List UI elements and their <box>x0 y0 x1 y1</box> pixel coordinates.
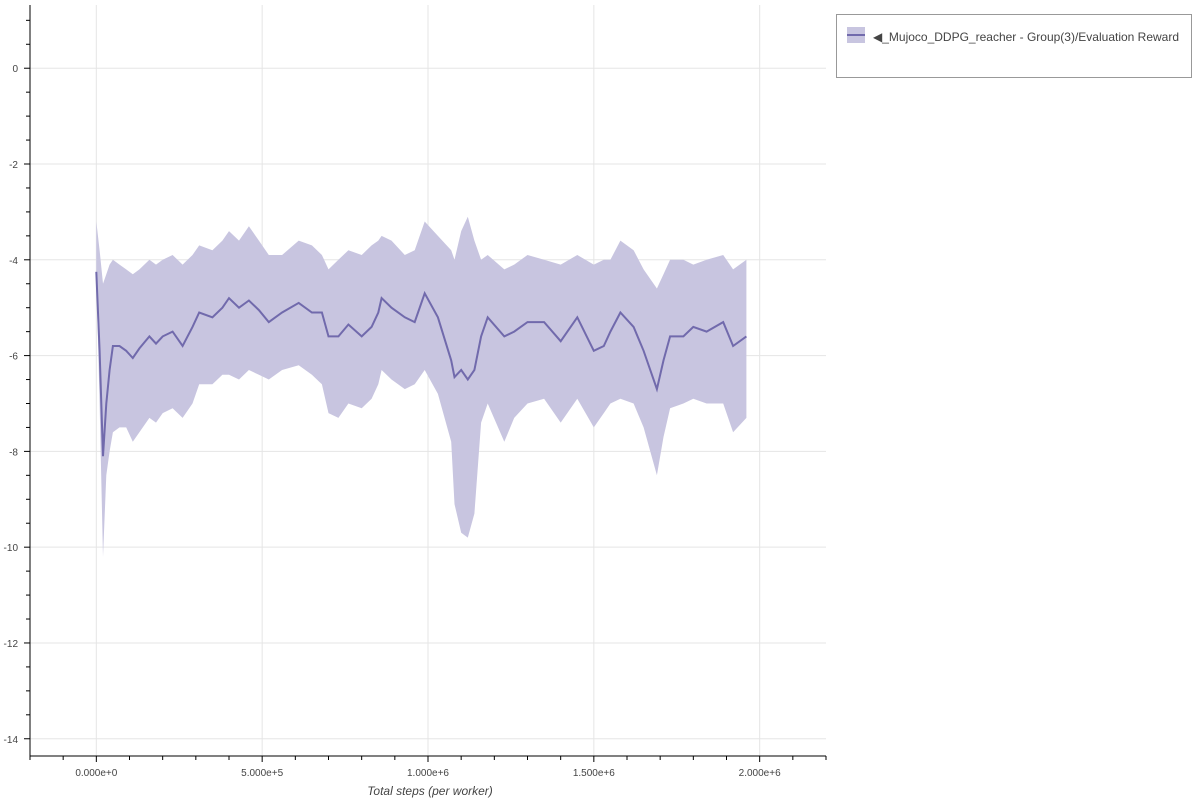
y-tick-label: -14 <box>4 735 19 746</box>
x-tick-label: 0.000e+0 <box>75 768 117 779</box>
y-tick-label: -4 <box>9 256 18 267</box>
y-tick-label: -8 <box>9 447 18 458</box>
x-tick-label: 5.000e+5 <box>241 768 283 779</box>
x-tick-label: 1.500e+6 <box>573 768 615 779</box>
x-tick-label: 1.000e+6 <box>407 768 449 779</box>
x-tick-label: 2.000e+6 <box>739 768 781 779</box>
y-tick-label: -10 <box>4 543 19 554</box>
y-tick-label: -12 <box>4 639 19 650</box>
axes: 0.000e+0 5.000e+5 1.000e+6 1.500e+6 2.000e+6… <box>4 5 827 779</box>
legend-label: ◀_Mujoco_DDPG_reacher - Group(3)/Evaluat… <box>873 30 1180 44</box>
grid <box>30 5 826 756</box>
legend[interactable]: ◀_Mujoco_DDPG_reacher - Group(3)/Evaluat… <box>836 14 1192 78</box>
reward-mean-line <box>95 271 747 457</box>
y-tick-label: -2 <box>9 160 18 171</box>
y-tick-label: 0 <box>12 64 18 75</box>
x-axis-title: Total steps (per worker) <box>367 784 493 798</box>
legend-swatch <box>847 27 865 43</box>
reward-std-band <box>96 216 747 557</box>
y-tick-label: -6 <box>9 352 18 363</box>
